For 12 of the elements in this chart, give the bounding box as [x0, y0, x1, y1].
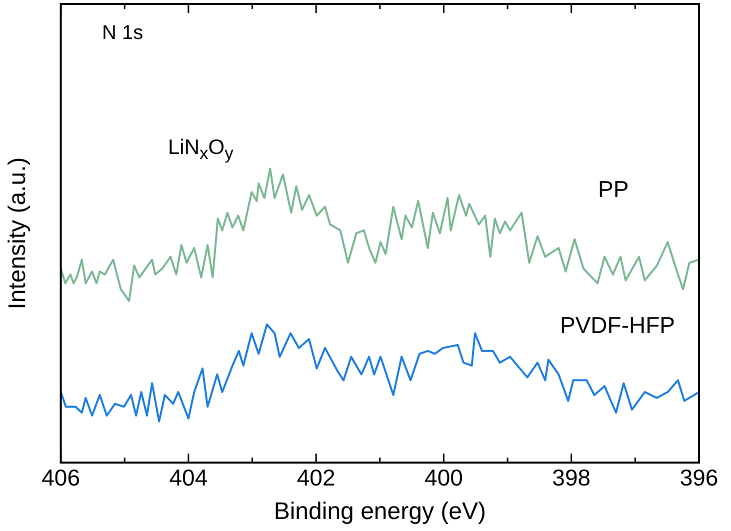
text: LiN$_{x}$O$_{y}$: [168, 136, 234, 164]
x-tick-label: 396: [680, 464, 718, 491]
series-label: PP: [598, 176, 629, 203]
x-tick-label: 402: [296, 464, 336, 491]
x-tick-label: 406: [42, 464, 80, 491]
series-label: PVDF-HFP: [560, 312, 675, 339]
y-axis-title: Intensity (a.u.): [4, 157, 32, 310]
x-axis-title: Binding energy (eV): [274, 498, 486, 526]
x-tick-label: 398: [552, 464, 591, 491]
x-tick-label: 400: [424, 464, 463, 491]
text: N 1s: [102, 22, 144, 45]
x-tick-label: 404: [169, 464, 208, 491]
